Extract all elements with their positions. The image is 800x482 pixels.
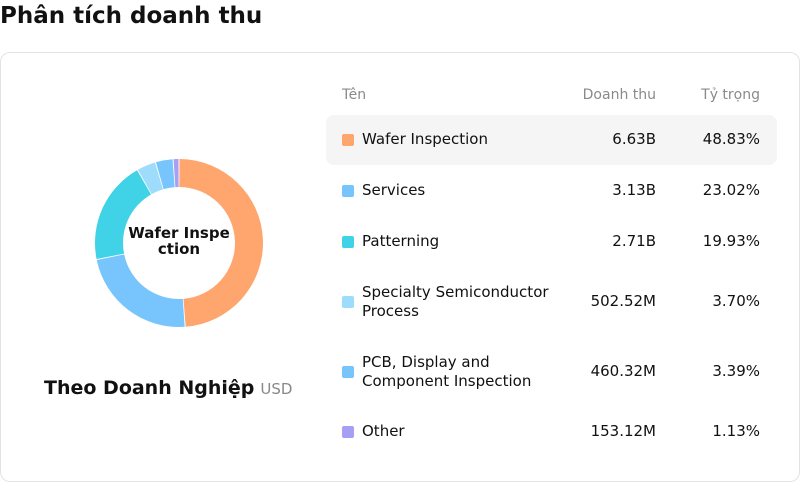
legend-swatch (342, 235, 354, 248)
caption-main: Theo Doanh Nghiệp (44, 377, 255, 399)
donut-chart: Wafer Inspection (89, 153, 269, 333)
row-name: Wafer Inspection (362, 130, 488, 148)
table-row[interactable]: Other 153.12M 1.13% (326, 406, 777, 458)
donut-slice[interactable] (137, 162, 163, 195)
revenue-card: Wafer Inspection Theo Doanh Nghiệp USD Tê… (0, 52, 800, 482)
page-title: Phân tích doanh thu (0, 3, 263, 29)
table-row[interactable]: PCB, Display and Component Inspection 460… (326, 337, 777, 406)
row-revenue: 502.52M (590, 292, 656, 310)
donut-slice[interactable] (95, 170, 152, 260)
row-name: Other (362, 422, 405, 440)
donut-svg (95, 159, 263, 327)
donut-slice[interactable] (173, 159, 179, 188)
table-body: Wafer Inspection 6.63B 48.83% Services 3.13B… (326, 115, 777, 458)
table-row[interactable]: Patterning 2.71B 19.93% (326, 216, 777, 267)
row-share: 1.13% (712, 422, 760, 440)
caption-unit: USD (260, 380, 293, 398)
table-row[interactable]: Wafer Inspection 6.63B 48.83% (326, 115, 777, 165)
table-header: Tên Doanh thu Tỷ trọng (326, 83, 777, 115)
row-revenue: 2.71B (612, 231, 656, 250)
legend-swatch (342, 134, 354, 146)
legend-swatch (342, 365, 354, 378)
legend-swatch (342, 426, 354, 438)
donut-slice[interactable] (179, 159, 263, 327)
donut-slice[interactable] (96, 254, 185, 327)
row-name: Services (362, 180, 426, 199)
row-revenue: 3.13B (612, 180, 656, 199)
header-name: Tên (342, 87, 367, 103)
row-name: Specialty Semiconductor Process (362, 283, 549, 320)
donut-slice[interactable] (155, 159, 175, 190)
row-share: 19.93% (702, 231, 760, 250)
row-name: Patterning (362, 231, 440, 250)
row-revenue: 460.32M (590, 361, 656, 380)
header-revenue: Doanh thu (582, 87, 656, 103)
row-revenue: 153.12M (590, 422, 656, 440)
revenue-table: Tên Doanh thu Tỷ trọng Wafer Inspection 6… (326, 83, 777, 458)
row-share: 3.39% (712, 361, 760, 380)
row-share: 23.02% (702, 180, 760, 199)
header-share: Tỷ trọng (701, 87, 760, 103)
row-share: 3.70% (712, 292, 760, 310)
row-name: PCB, Display and Component Inspection (362, 352, 532, 390)
legend-swatch (342, 296, 354, 308)
table-row[interactable]: Services 3.13B 23.02% (326, 165, 777, 216)
table-row[interactable]: Specialty Semiconductor Process 502.52M 3.… (326, 267, 777, 337)
donut-center-label: Wafer Inspection (128, 224, 230, 258)
legend-swatch (342, 184, 354, 197)
row-share: 48.83% (702, 130, 760, 148)
row-revenue: 6.63B (612, 130, 656, 148)
chart-caption: Theo Doanh Nghiệp USD (44, 377, 292, 399)
